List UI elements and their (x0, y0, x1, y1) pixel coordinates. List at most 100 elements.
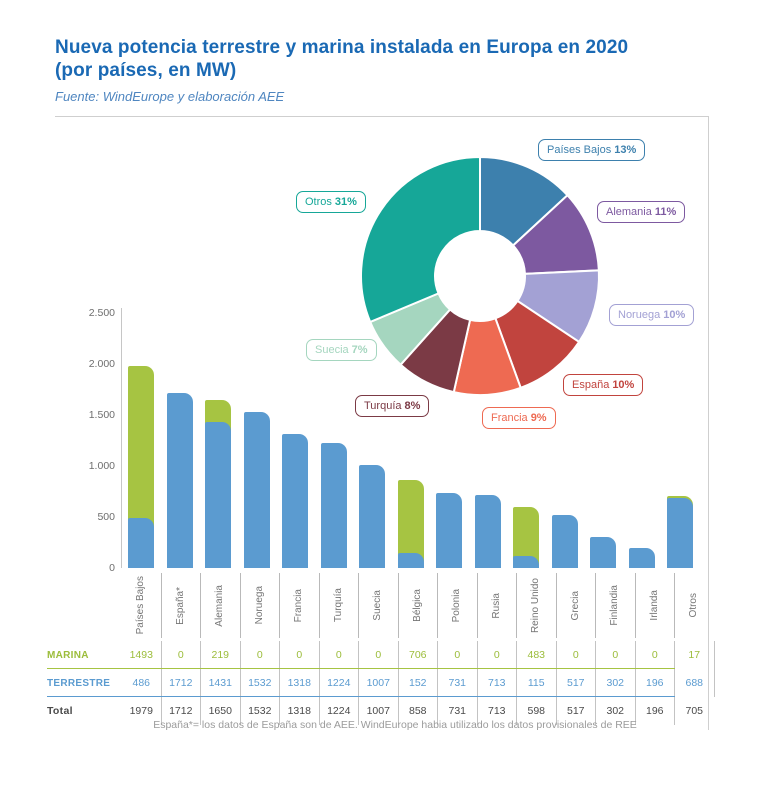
table-cell: 196 (636, 669, 675, 697)
bar-segment-terrestre (205, 422, 231, 568)
slice-name: Noruega (618, 309, 661, 321)
table-row-total: Total 1979 1712 1650 1532 1318 1224 1007 858 731 7… (47, 697, 703, 725)
bar-segment-terrestre (243, 411, 270, 568)
x-axis-label-cell: Reino Unido (517, 573, 557, 638)
table-cell: 0 (438, 641, 478, 669)
bar-segment-terrestre (282, 433, 308, 568)
y-axis-label: 500 (97, 511, 115, 523)
table-cell: 1224 (320, 697, 359, 725)
x-axis-label: Países Bajos (135, 576, 147, 635)
table-cell: 706 (399, 641, 438, 669)
table-cell: 1979 (122, 697, 162, 725)
table-cell: 713 (478, 669, 517, 697)
footnote: España*= los datos de España son de AEE.… (153, 719, 637, 731)
bar-column (623, 313, 662, 568)
table-cell: 17 (675, 641, 715, 669)
y-axis-label: 2.500 (88, 307, 115, 319)
y-axis-labels: 0 500 1.000 1.500 2.000 2.500 (58, 307, 115, 574)
slice-name: Turquía (364, 400, 402, 412)
table-cell: 1007 (359, 697, 399, 725)
x-axis-label: Grecia (569, 590, 581, 621)
table-cell: 486 (122, 669, 162, 697)
table-cell: 0 (596, 641, 636, 669)
donut-label-suecia: Suecia 7% (306, 339, 377, 362)
x-axis-label-cell: Otros (675, 573, 714, 638)
bar-column (238, 313, 277, 568)
donut-label-espana: España 10% (563, 374, 644, 397)
table-cell: 302 (596, 669, 636, 697)
bar-chart (122, 313, 700, 568)
x-axis-label-cell: Noruega (241, 573, 280, 638)
x-axis-label-cell: Alemania (201, 573, 241, 638)
title-line-1: Nueva potencia terrestre y marina instal… (55, 37, 629, 58)
x-axis-label-cell: Grecia (557, 573, 596, 638)
slice-pct: 8% (404, 400, 421, 412)
x-axis-label-cell: Turquía (320, 573, 359, 638)
bar-column (392, 313, 431, 568)
table-row-divider (47, 668, 675, 669)
bar-segment-terrestre (628, 548, 655, 568)
x-axis-label: Noruega (253, 586, 265, 625)
table-cell: 0 (557, 641, 596, 669)
slice-pct: 10% (663, 309, 686, 321)
table-cell: 115 (517, 669, 557, 697)
table-cell: 483 (517, 641, 557, 669)
slice-pct: 7% (351, 344, 368, 356)
x-axis-label-cell: Países Bajos (122, 573, 162, 638)
slice-pct: 11% (654, 206, 677, 218)
x-axis-label: Otros (688, 593, 700, 618)
table-cell: 731 (438, 669, 478, 697)
table-cell: 0 (162, 641, 201, 669)
donut-label-paises-bajos: Países Bajos 13% (538, 139, 646, 162)
right-divider (708, 116, 709, 730)
x-axis-label: Rusia (490, 592, 502, 619)
slice-name: Suecia (315, 344, 349, 356)
table-cell: 0 (478, 641, 517, 669)
table-cell: 713 (478, 697, 517, 725)
bar-segment-terrestre (474, 495, 501, 568)
table-cell: 705 (685, 705, 704, 717)
donut-label-noruega: Noruega 10% (609, 304, 695, 327)
bar-column (584, 313, 623, 568)
slice-name: España (572, 379, 610, 391)
x-axis-label-cell: Suecia (359, 573, 399, 638)
y-axis-label: 1.500 (88, 409, 115, 421)
bar-segment-terrestre (513, 556, 539, 568)
donut-chart (359, 155, 601, 397)
table-cell: 0 (241, 641, 280, 669)
bar-column (122, 313, 161, 568)
bar-segment-terrestre (166, 393, 193, 568)
table-cell: 1493 (122, 641, 162, 669)
bar-column (276, 313, 315, 568)
slice-name: Otros (305, 196, 332, 208)
bar-segment-terrestre (320, 443, 347, 568)
table-cell: 517 (557, 697, 596, 725)
x-axis-label: España* (174, 586, 186, 625)
table-cell: 1318 (280, 669, 320, 697)
bar-segment-terrestre (667, 497, 693, 568)
donut-label-francia: Francia 9% (482, 407, 556, 430)
bar-segment-terrestre (551, 515, 578, 568)
table-cell: 219 (201, 641, 241, 669)
slice-name: Francia (491, 412, 528, 424)
bar-column (199, 313, 238, 568)
table-cell: 731 (438, 697, 478, 725)
bar-segment-terrestre (436, 493, 462, 568)
donut-label-turquia: Turquía 8% (355, 395, 430, 418)
table-cell: 1650 (201, 697, 241, 725)
top-divider (55, 116, 708, 117)
x-axis-label-cell: España* (162, 573, 201, 638)
bar-column (546, 313, 585, 568)
x-axis-label: Francia (293, 588, 305, 623)
donut-slice-otros (360, 155, 481, 324)
table-cell: 1224 (320, 669, 359, 697)
table-cell: 1318 (280, 697, 320, 725)
table-row-header: Total (47, 705, 73, 717)
x-axis-label-cell: Bélgica (399, 573, 438, 638)
y-axis-label: 0 (109, 562, 115, 574)
slice-name: Alemania (606, 206, 652, 218)
x-axis-label: Bélgica (411, 589, 423, 622)
table-cell: 0 (320, 641, 359, 669)
table-cell: 0 (280, 641, 320, 669)
